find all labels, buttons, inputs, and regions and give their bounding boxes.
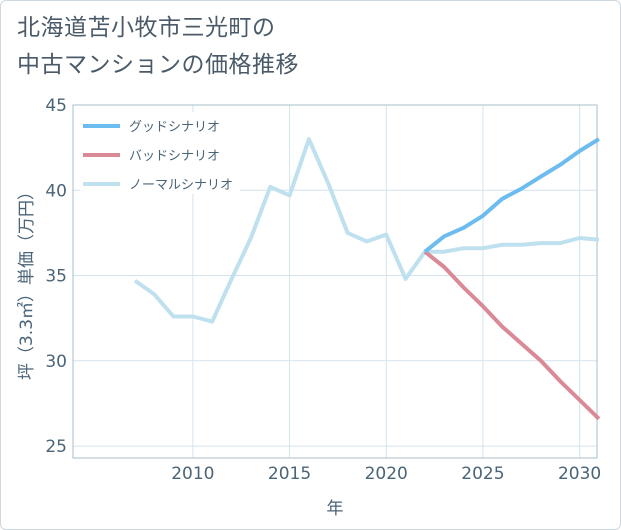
legend-label-good: グッドシナリオ — [129, 120, 220, 135]
x-tick-label-2020: 2020 — [365, 464, 408, 484]
y-tick-label-40: 40 — [45, 181, 67, 201]
series-lines — [133, 137, 601, 421]
chart-title-line-2: 中古マンションの価格推移 — [17, 52, 299, 78]
tick-labels: 25 30 35 40 45 2010 2015 2020 2025 2030 — [45, 96, 601, 484]
x-axis-title: 年 — [327, 499, 344, 519]
chart-title: 北海道苫小牧市三光町の 中古マンションの価格推移 — [17, 10, 299, 84]
y-tick-label-45: 45 — [45, 96, 67, 116]
x-tick-label-2015: 2015 — [268, 464, 311, 484]
legend-label-normal: ノーマルシナリオ — [129, 178, 233, 193]
x-tick-label-2010: 2010 — [171, 464, 214, 484]
x-tick-label-2030: 2030 — [558, 464, 601, 484]
series-line-normal — [133, 137, 600, 324]
y-axis-title: 坪（3.3㎡）単価（万円） — [17, 183, 37, 380]
series-line-good — [423, 137, 600, 254]
chart-title-line-1: 北海道苫小牧市三光町の — [17, 15, 276, 41]
y-tick-label-35: 35 — [45, 267, 67, 287]
legend-label-bad: バッドシナリオ — [129, 149, 220, 164]
plot-area-border — [72, 104, 598, 459]
series-line-bad — [423, 250, 601, 421]
y-tick-label-30: 30 — [45, 352, 67, 372]
plot-frame — [72, 104, 598, 459]
y-tick-label-25: 25 — [45, 437, 67, 457]
x-tick-label-2025: 2025 — [461, 464, 504, 484]
